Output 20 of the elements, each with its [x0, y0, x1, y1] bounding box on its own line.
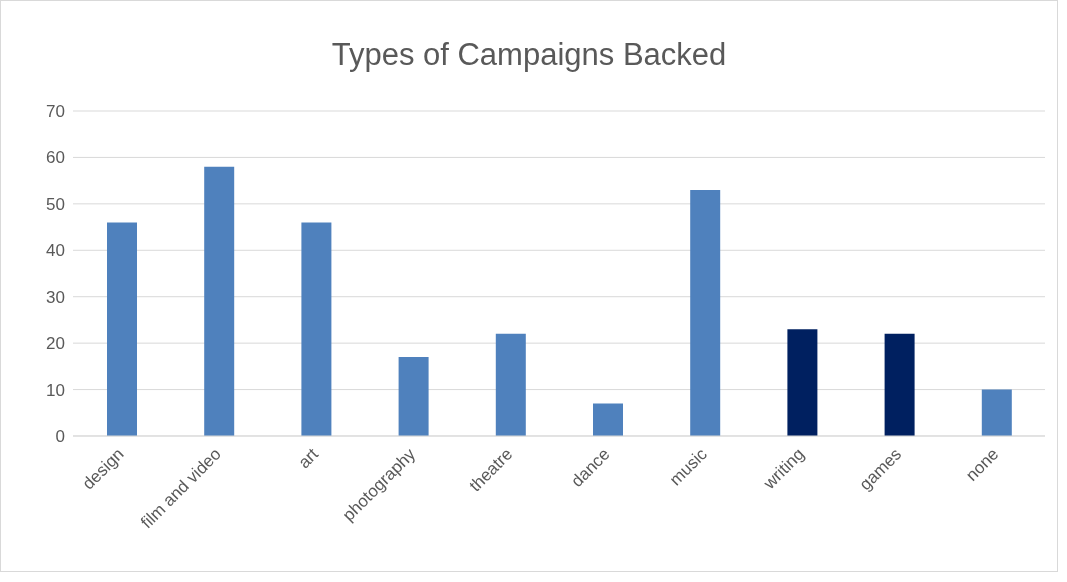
x-tick-label: art — [294, 444, 323, 473]
y-tick-label: 20 — [46, 334, 65, 354]
bar — [107, 222, 137, 436]
bar — [398, 357, 429, 436]
chart-title: Types of Campaigns Backed — [330, 37, 728, 73]
y-tick-label: 70 — [46, 102, 65, 122]
bar — [301, 222, 332, 436]
bar — [787, 329, 818, 436]
y-tick-label: 50 — [46, 194, 65, 214]
bar — [593, 403, 623, 436]
bar — [495, 333, 526, 436]
bar — [981, 389, 1012, 436]
y-tick-label: 10 — [46, 380, 65, 400]
y-tick-label: 0 — [55, 427, 65, 447]
bar — [884, 333, 915, 436]
bar — [690, 189, 721, 436]
y-tick-label: 40 — [46, 241, 65, 261]
bar — [204, 166, 235, 436]
y-tick-label: 60 — [46, 148, 65, 168]
y-tick-label: 30 — [46, 287, 65, 307]
